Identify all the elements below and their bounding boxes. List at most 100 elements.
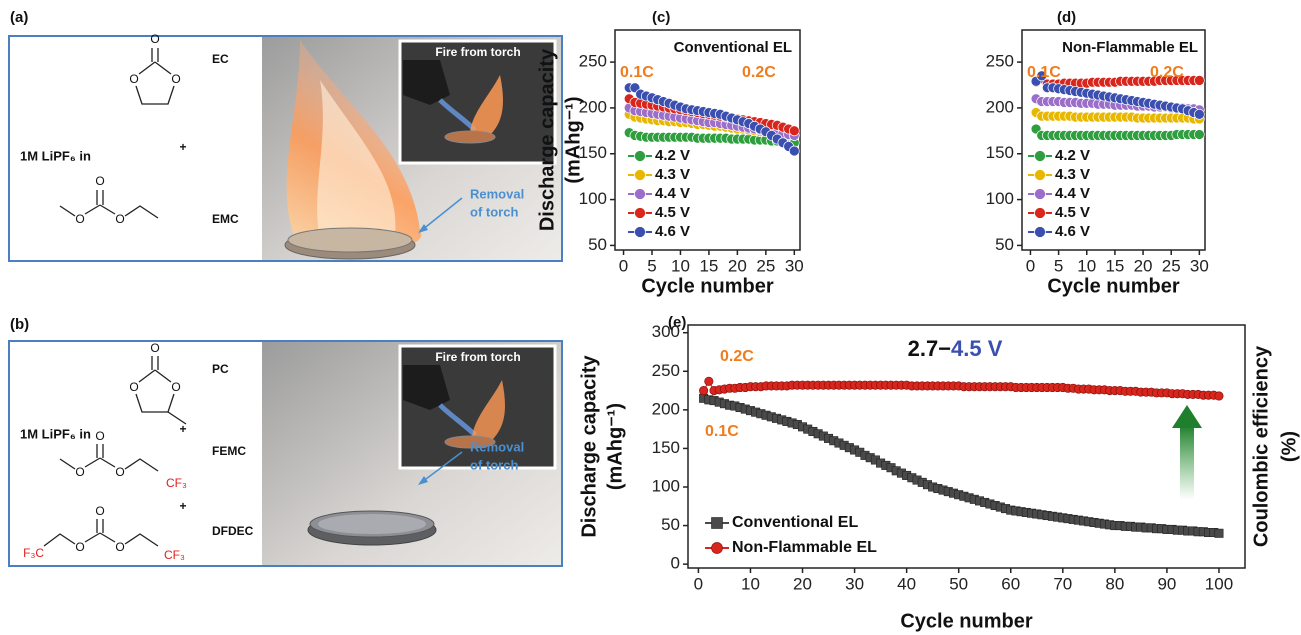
x-tick-label: 10 xyxy=(1077,256,1096,275)
x-axis-label: Cycle number xyxy=(900,610,1032,632)
dfdec-structure: O O O xyxy=(43,504,159,554)
marker xyxy=(788,125,800,137)
panel-label: (d) xyxy=(1057,9,1076,26)
y-axis-label: (mAhg⁻¹) xyxy=(604,403,626,490)
annotation: Non-Flammable EL xyxy=(1062,39,1198,56)
marker xyxy=(788,145,800,157)
salt: 1M LiPF₆ in xyxy=(20,148,91,163)
legend-label: 4.5 V xyxy=(655,204,690,221)
x-axis-label: Cycle number xyxy=(641,275,773,297)
y-tick-label: 50 xyxy=(588,235,607,254)
removal-label: Removal xyxy=(470,186,524,201)
marker xyxy=(634,169,646,181)
y-tick-label: 150 xyxy=(579,143,607,162)
annotation: 0.1C xyxy=(705,423,739,440)
photo xyxy=(262,342,561,565)
annotation: 0.2C xyxy=(1150,64,1184,81)
solvent-name: PC xyxy=(212,362,229,376)
ec-structure: O O O xyxy=(129,32,181,105)
panel-label: (e) xyxy=(668,314,686,331)
x-tick-label: 50 xyxy=(949,574,968,593)
x-tick-label: 40 xyxy=(897,574,916,593)
atom: O xyxy=(115,212,124,226)
marker xyxy=(711,517,723,529)
annotation-part: 4.5 V xyxy=(951,336,1003,361)
plot-frame xyxy=(1021,29,1206,251)
atom: O xyxy=(150,32,159,46)
y-tick-label: 250 xyxy=(986,52,1014,71)
marker xyxy=(1034,150,1046,162)
x-tick-label: 25 xyxy=(756,256,775,275)
y-tick-label: 300 xyxy=(652,322,680,341)
plus: + xyxy=(179,140,186,154)
group-label: F₃C xyxy=(23,546,44,560)
marker xyxy=(1194,129,1205,140)
femc-structure: O O O xyxy=(59,429,159,479)
legend-label: 4.6 V xyxy=(655,223,690,240)
x-tick-label: 10 xyxy=(671,256,690,275)
y-axis-label: Discharge capacity xyxy=(578,354,600,537)
inset-label: Fire from torch xyxy=(435,45,520,59)
marker xyxy=(704,376,714,386)
x-tick-label: 60 xyxy=(1001,574,1020,593)
removal-label: Removal xyxy=(470,439,524,454)
atom: O xyxy=(75,540,84,554)
y-tick-label: 50 xyxy=(661,515,680,534)
x-tick-label: 0 xyxy=(694,574,703,593)
annotation: 0.2C xyxy=(742,64,776,81)
y-tick-label: 150 xyxy=(652,438,680,457)
annotation: Conventional EL xyxy=(674,39,792,56)
y2-axis-label: (%) xyxy=(1278,431,1300,462)
marker xyxy=(1034,188,1046,200)
group-label: CF₃ xyxy=(164,548,185,562)
x-tick-label: 80 xyxy=(1105,574,1124,593)
atom: O xyxy=(95,429,104,443)
legend-label: 4.4 V xyxy=(1055,185,1090,202)
y-tick-label: 200 xyxy=(579,97,607,116)
marker xyxy=(1194,108,1205,120)
solvent-name: EMC xyxy=(212,212,239,226)
plus: + xyxy=(179,422,186,436)
legend-label: 4.5 V xyxy=(1055,204,1090,221)
y2-axis-label: Coulombic efficiency xyxy=(1250,345,1272,547)
group-label: CF₃ xyxy=(166,476,187,490)
solvent-name: FEMC xyxy=(212,444,246,458)
atom: O xyxy=(115,540,124,554)
removal-label: of torch xyxy=(470,204,518,219)
atom: O xyxy=(129,72,138,86)
emc-structure: O O O xyxy=(59,174,159,226)
atom: O xyxy=(150,341,159,355)
atom: O xyxy=(129,380,138,394)
annotation: 2.7−4.5 V xyxy=(908,336,1003,361)
photo xyxy=(262,37,561,260)
annotation-part: 2.7− xyxy=(908,336,951,361)
salt: 1M LiPF₆ in xyxy=(20,426,91,441)
inset-label: Fire from torch xyxy=(435,350,520,364)
plot-frame xyxy=(614,29,801,251)
legend-label: 4.3 V xyxy=(1055,166,1090,183)
x-tick-label: 30 xyxy=(845,574,864,593)
x-tick-label: 20 xyxy=(1134,256,1153,275)
x-tick-label: 30 xyxy=(1190,256,1209,275)
marker xyxy=(1034,169,1046,181)
legend-label: 4.2 V xyxy=(655,147,690,164)
y-axis-label: Discharge capacity xyxy=(536,48,558,231)
y-tick-label: 250 xyxy=(579,52,607,71)
legend-label: 4.3 V xyxy=(655,166,690,183)
panel-label: (c) xyxy=(652,9,670,26)
legend-label: 4.2 V xyxy=(1055,147,1090,164)
marker xyxy=(1036,70,1048,82)
x-tick-label: 20 xyxy=(728,256,747,275)
y-axis-label: (mAhg⁻¹) xyxy=(562,96,584,183)
atom: O xyxy=(115,465,124,479)
legend-label: 4.4 V xyxy=(655,185,690,202)
x-tick-label: 20 xyxy=(793,574,812,593)
x-tick-label: 70 xyxy=(1053,574,1072,593)
atom: O xyxy=(95,174,104,188)
plus: + xyxy=(179,499,186,513)
solvent-name: EC xyxy=(212,52,229,66)
y-tick-label: 200 xyxy=(986,97,1014,116)
legend-label: Non-Flammable EL xyxy=(732,539,877,556)
marker xyxy=(634,226,646,238)
